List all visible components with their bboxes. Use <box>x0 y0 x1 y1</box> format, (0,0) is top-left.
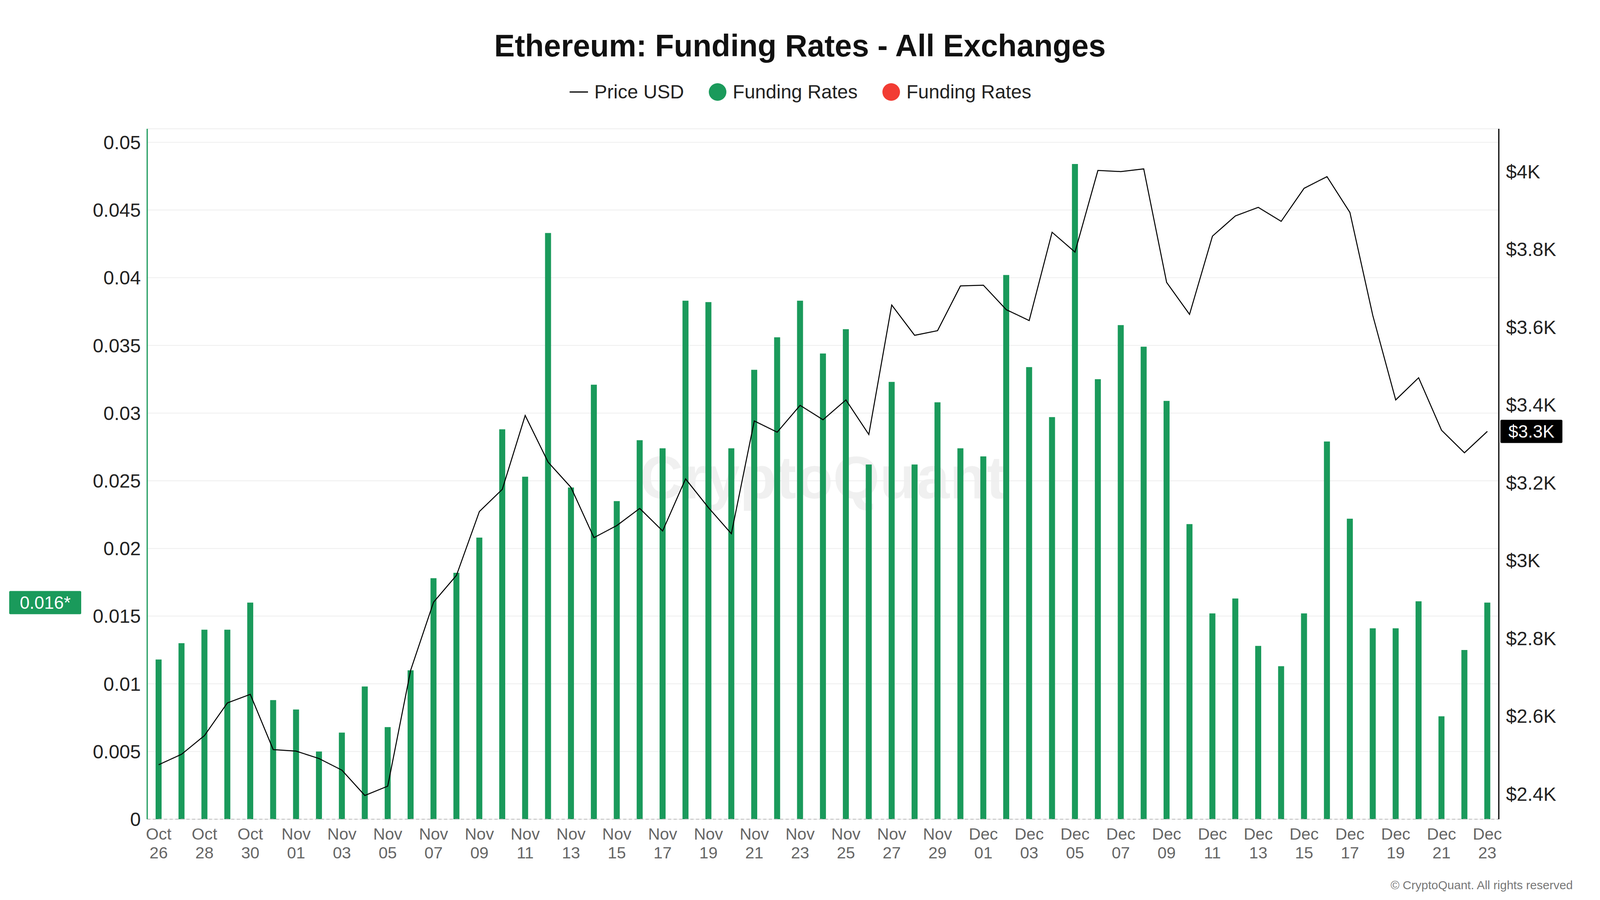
svg-text:Dec21: Dec21 <box>1426 824 1456 862</box>
svg-text:0.005: 0.005 <box>92 741 141 763</box>
svg-text:Nov05: Nov05 <box>373 824 403 862</box>
svg-text:0.03: 0.03 <box>103 402 141 424</box>
svg-text:Dec15: Dec15 <box>1289 824 1319 862</box>
svg-text:Oct26: Oct26 <box>146 824 172 862</box>
svg-text:Nov23: Nov23 <box>785 824 815 862</box>
svg-text:$3.6K: $3.6K <box>1506 316 1556 338</box>
svg-text:Nov19: Nov19 <box>694 824 724 862</box>
svg-text:$2.8K: $2.8K <box>1506 628 1556 650</box>
svg-text:Nov25: Nov25 <box>831 824 861 862</box>
svg-text:Dec03: Dec03 <box>1014 824 1044 862</box>
html-text:Funding Rates: Funding Rates <box>732 81 858 103</box>
svg-text:$4K: $4K <box>1506 161 1540 183</box>
html-text:CryptoQuant: CryptoQuant <box>639 444 1007 512</box>
svg-text:$3K: $3K <box>1506 550 1540 572</box>
svg-text:Dec05: Dec05 <box>1060 824 1090 862</box>
svg-text:0.045: 0.045 <box>92 199 141 221</box>
svg-text:Nov11: Nov11 <box>510 824 540 862</box>
svg-text:Dec11: Dec11 <box>1198 824 1228 862</box>
svg-text:Dec07: Dec07 <box>1106 824 1136 862</box>
svg-text:0.01: 0.01 <box>103 673 141 695</box>
svg-text:Nov17: Nov17 <box>648 824 678 862</box>
svg-text:0.04: 0.04 <box>103 267 141 289</box>
svg-text:0: 0 <box>130 808 141 830</box>
svg-text:Nov01: Nov01 <box>281 824 311 862</box>
svg-text:Nov03: Nov03 <box>327 824 357 862</box>
svg-text:Nov21: Nov21 <box>739 824 769 862</box>
svg-text:Dec17: Dec17 <box>1335 824 1365 862</box>
svg-text:$2.4K: $2.4K <box>1506 783 1556 805</box>
svg-text:0.016*: 0.016* <box>19 592 71 613</box>
svg-text:$2.6K: $2.6K <box>1506 705 1556 727</box>
svg-text:0.05: 0.05 <box>103 132 141 154</box>
html-text:Ethereum: Funding Rates - All: Ethereum: Funding Rates - All Exchanges <box>494 28 1106 63</box>
svg-text:0.025: 0.025 <box>92 470 141 492</box>
svg-text:Dec13: Dec13 <box>1243 824 1273 862</box>
svg-text:Dec09: Dec09 <box>1152 824 1182 862</box>
svg-text:Dec19: Dec19 <box>1381 824 1411 862</box>
svg-text:Nov27: Nov27 <box>877 824 907 862</box>
svg-text:$3.4K: $3.4K <box>1506 394 1556 416</box>
svg-text:Oct30: Oct30 <box>237 824 264 862</box>
svg-text:Nov07: Nov07 <box>418 824 448 862</box>
svg-text:Nov09: Nov09 <box>464 824 494 862</box>
svg-text:$3.8K: $3.8K <box>1506 238 1556 260</box>
svg-text:$3.2K: $3.2K <box>1506 472 1556 494</box>
svg-text:Oct28: Oct28 <box>191 824 218 862</box>
svg-text:$3.3K: $3.3K <box>1508 421 1555 442</box>
html-text:Price USD: Price USD <box>594 81 684 103</box>
svg-text:Dec01: Dec01 <box>968 824 998 862</box>
svg-text:Nov15: Nov15 <box>602 824 632 862</box>
svg-text:0.035: 0.035 <box>92 335 141 357</box>
svg-text:0.02: 0.02 <box>103 538 141 560</box>
svg-text:0.015: 0.015 <box>92 605 141 627</box>
html-text:© CryptoQuant. All rights rese: © CryptoQuant. All rights reserved <box>1390 878 1573 892</box>
html-text:Funding Rates: Funding Rates <box>906 81 1032 103</box>
svg-text:Nov29: Nov29 <box>922 824 952 862</box>
svg-text:Dec23: Dec23 <box>1472 824 1502 862</box>
svg-text:Nov13: Nov13 <box>556 824 586 862</box>
